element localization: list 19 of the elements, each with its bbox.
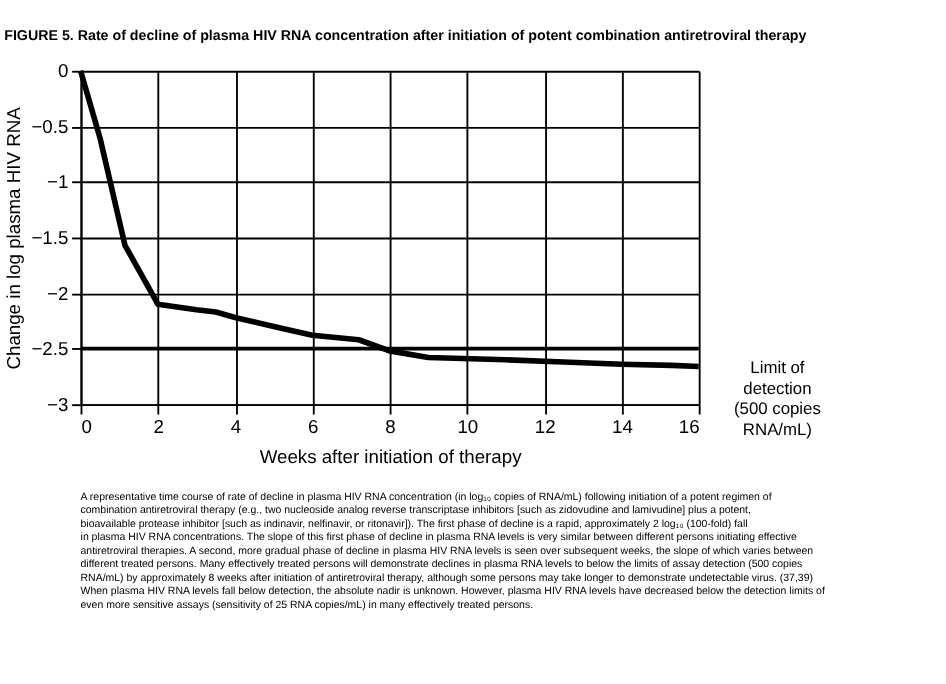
y-tick-label: 0 (57, 61, 69, 82)
y-tick-label: −2.5 (31, 339, 69, 360)
x-tick-label: 4 (230, 417, 242, 438)
x-tick-label: 14 (611, 417, 633, 438)
y-tick-label: −3 (47, 394, 69, 415)
y-tick-label: −0.5 (31, 116, 69, 137)
x-tick-label: 2 (153, 417, 164, 438)
y-tick-label: −1 (47, 172, 69, 193)
x-tick-label: 12 (534, 417, 556, 438)
x-tick-label: 6 (308, 417, 319, 438)
x-tick-label: 10 (457, 417, 479, 438)
y-tick-label: −2 (47, 283, 69, 304)
y-axis-title: Change in log plasma HIV RNA (4, 105, 25, 370)
x-tick-label: 0 (81, 417, 92, 438)
y-tick-label: −1.5 (31, 228, 69, 249)
x-axis-title: Weeks after initiation of therapy (259, 447, 523, 468)
ref-line-label: Limit of detection (500 copies RNA/mL) (733, 357, 821, 439)
x-tick-label: 8 (385, 417, 396, 438)
x-tick-label: 16 (678, 417, 700, 438)
